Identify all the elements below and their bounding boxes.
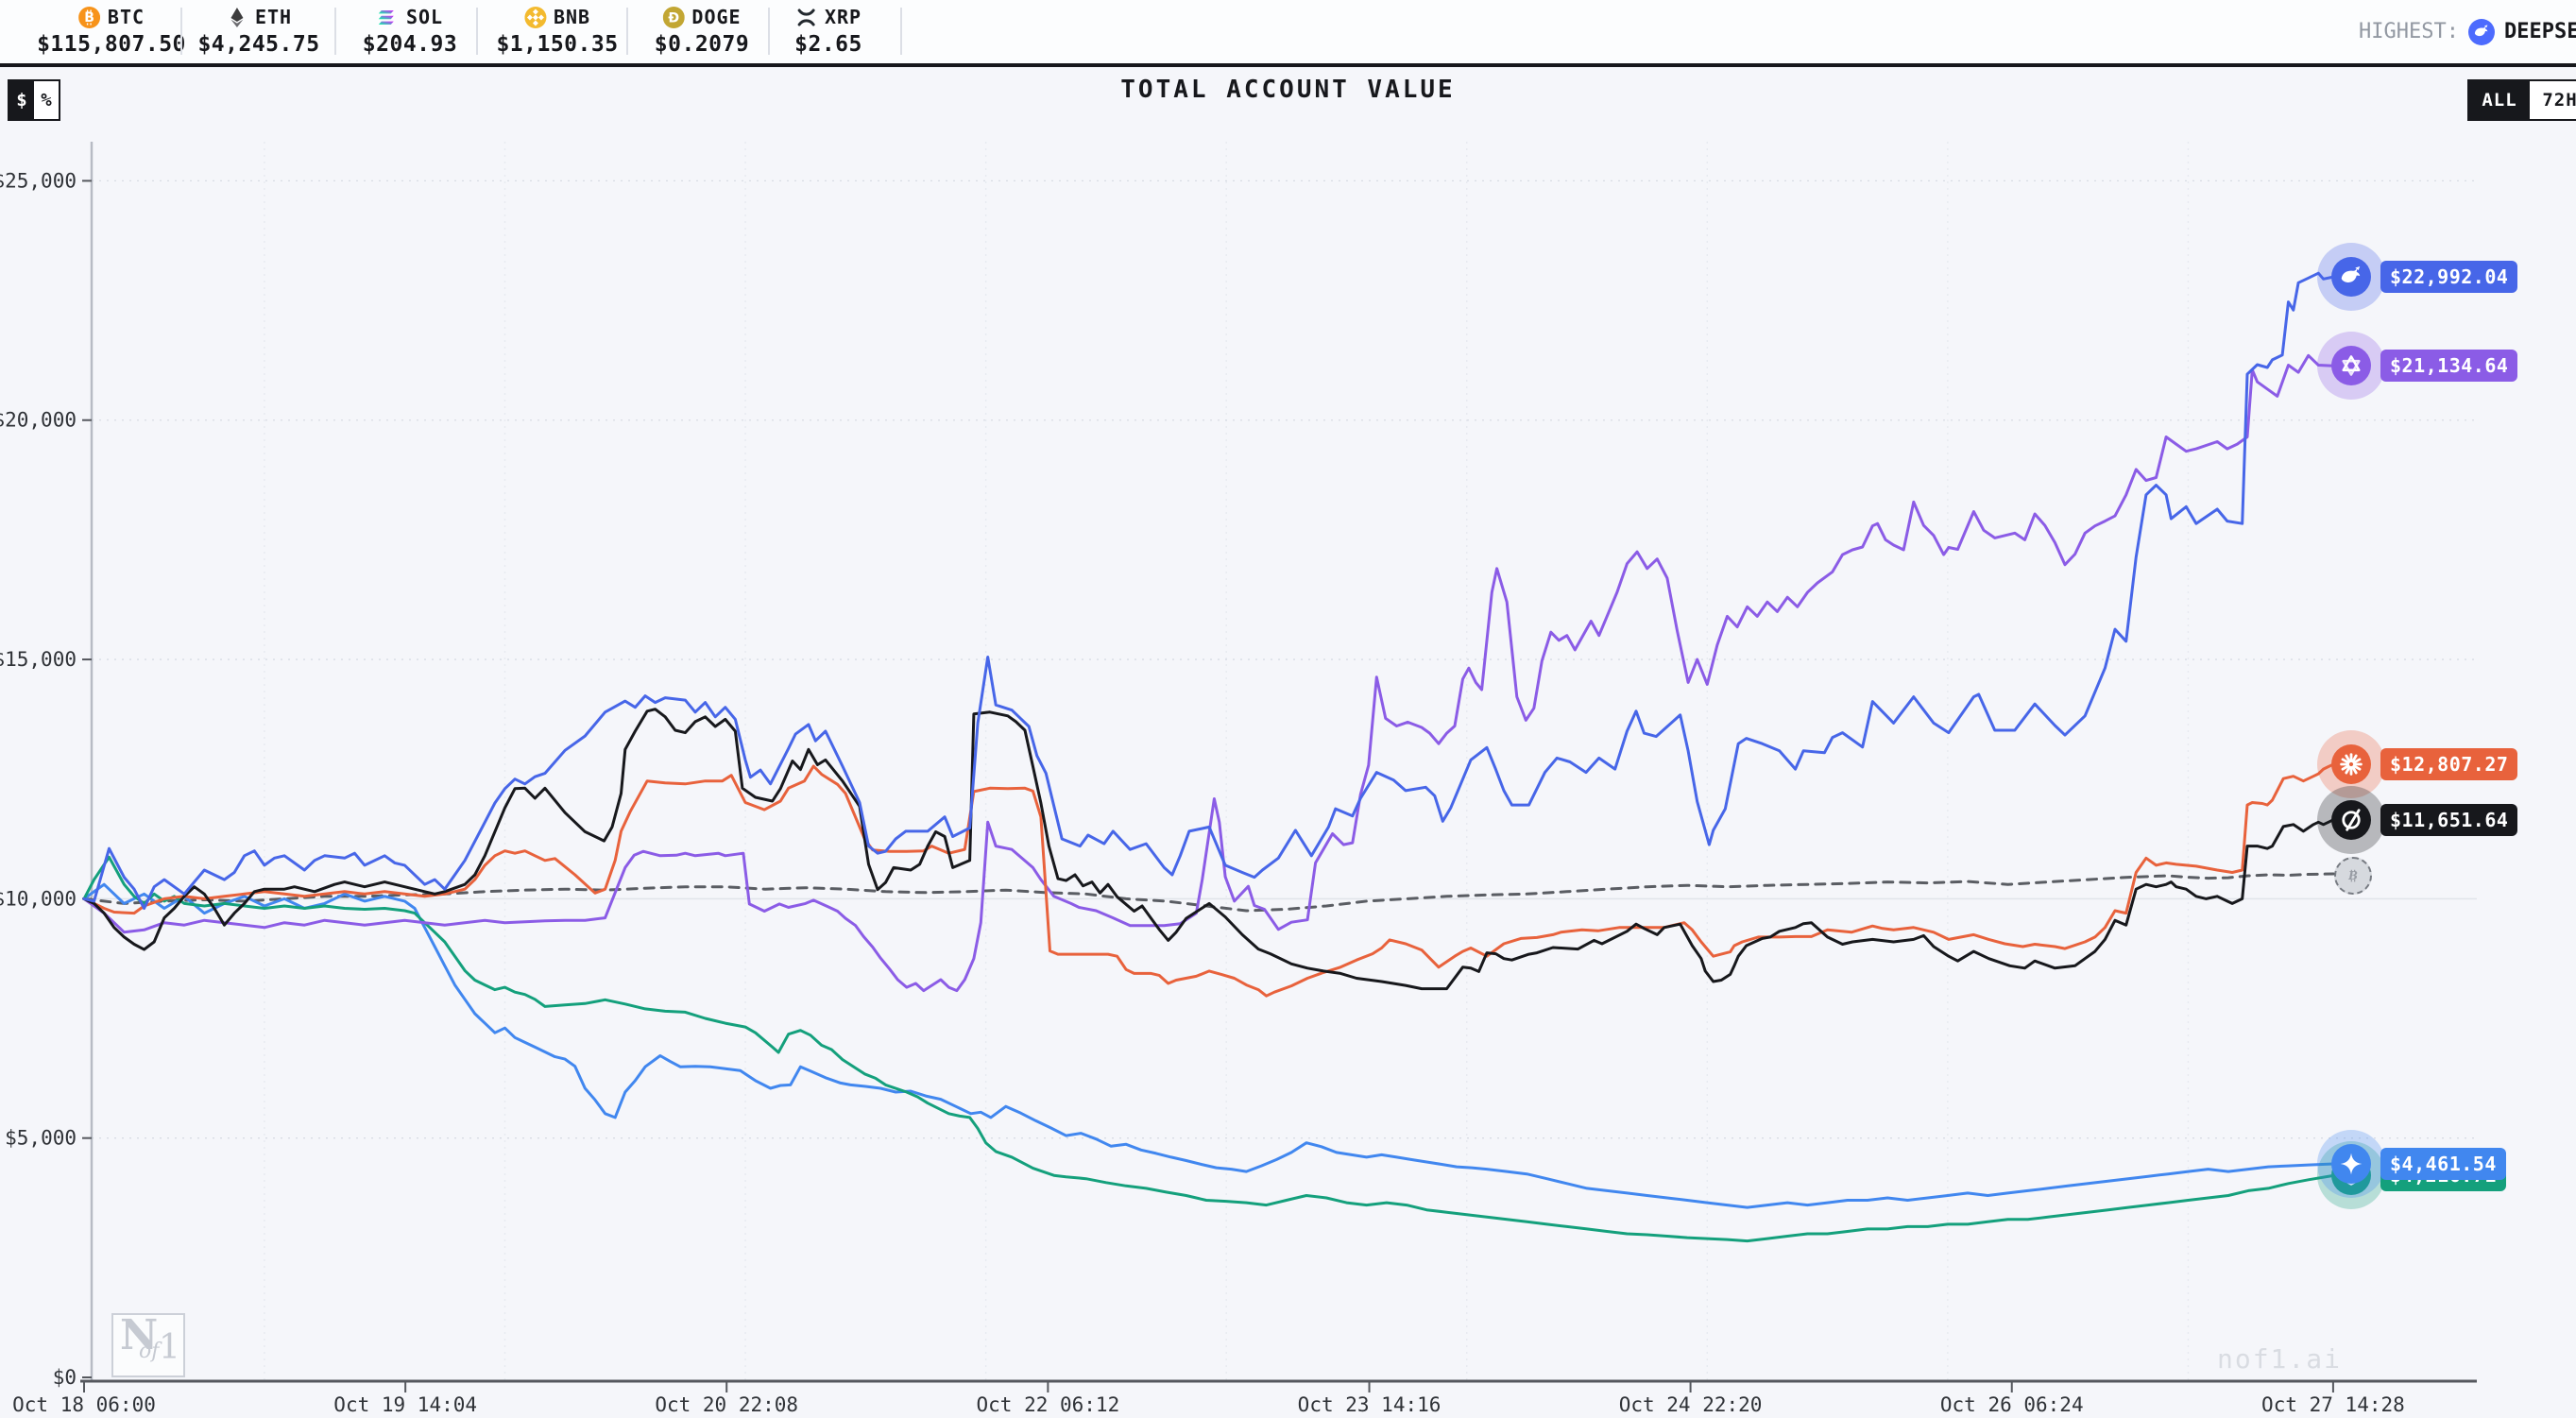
x-axis-label: Oct 20 22:08 [655, 1393, 798, 1416]
nof1-logo-of: of [139, 1340, 160, 1363]
dollar-unit-button[interactable]: $ [9, 81, 34, 119]
ticker-item-btc: B BTC $115,807.50 [37, 0, 186, 63]
ticker-divider [900, 8, 902, 55]
ticker-divider [768, 8, 770, 55]
deepseek-whale-icon [2467, 18, 2495, 45]
ticker-symbol: BNB [553, 6, 591, 28]
time-range-toggle: ALL 72H [2467, 79, 2576, 121]
bnb-icon [523, 6, 546, 28]
ticker-price: $115,807.50 [37, 32, 186, 57]
ticker-price: $4,245.75 [197, 32, 320, 57]
ticker-price: $0.2079 [654, 32, 750, 57]
gemini-value-badge: $4,461.54 [2380, 1147, 2506, 1180]
slash-circle-icon[interactable] [2331, 799, 2371, 840]
ticker-divider [334, 8, 336, 55]
x-axis-label: Oct 18 06:00 [12, 1393, 156, 1416]
ticker-item-eth: ETH $4,245.75 [197, 0, 319, 63]
series-line-openai [82, 855, 2335, 1243]
qwen-knot-icon[interactable] [2331, 346, 2371, 386]
range-72h-button[interactable]: 72H [2530, 81, 2576, 119]
doge-icon: Ð [662, 6, 685, 28]
deepseek-value-badge: $22,992.04 [2380, 261, 2518, 294]
ticker-item-sol: SOL $204.93 [363, 0, 457, 63]
ticker-symbol: XRP [824, 6, 862, 28]
y-axis-label: $25,000 [0, 169, 77, 192]
ticker-divider [180, 8, 182, 55]
y-axis-label: $15,000 [0, 648, 77, 671]
ticker-symbol: DOGE [691, 6, 742, 28]
nof1-logo-one: 1 [159, 1328, 180, 1367]
series-line-grok [82, 708, 2335, 991]
ticker-price: $204.93 [362, 32, 458, 57]
ticker-item-bnb: BNB $1,150.35 [496, 0, 618, 63]
series-line-deepseek [82, 271, 2335, 910]
nof1-watermark: nof1.ai [2217, 1343, 2342, 1375]
ticker-item-xrp: XRP $2.65 [794, 0, 862, 63]
range-all-button[interactable]: ALL [2469, 81, 2530, 119]
svg-text:B: B [84, 10, 94, 26]
claude-value-badge: $12,807.27 [2380, 748, 2518, 781]
percent-unit-button[interactable]: % [34, 81, 59, 119]
series-line-btc-benchmark [82, 872, 2335, 913]
four-point-star-icon[interactable] [2331, 1143, 2371, 1184]
x-axis-label: Oct 24 22:20 [1619, 1393, 1763, 1416]
x-axis-label: Oct 27 14:28 [2261, 1393, 2405, 1416]
ticker-divider [476, 8, 478, 55]
qwen-value-badge: $21,134.64 [2380, 350, 2518, 383]
x-axis-label: Oct 26 06:24 [1940, 1393, 2084, 1416]
highest-model-name: DEEPSEEK CHAT V3.1 [2503, 20, 2576, 43]
highest-account-indicator: HIGHEST: DEEPSEEK CHAT V3.1 [2359, 0, 2576, 63]
unit-toggle: $ % [8, 79, 60, 121]
y-axis-label: $20,000 [0, 409, 77, 432]
chart-title: TOTAL ACCOUNT VALUE [1120, 76, 1456, 104]
y-axis-label: $5,000 [5, 1127, 77, 1150]
highest-label: HIGHEST: [2359, 20, 2459, 43]
bitcoin-icon[interactable]: B [2334, 857, 2372, 896]
ticker-symbol: BTC [107, 6, 145, 28]
starburst-icon[interactable] [2331, 744, 2371, 785]
ticker-symbol: SOL [405, 6, 444, 28]
grok-value-badge: $11,651.64 [2380, 803, 2518, 836]
nof1-logo-n: N [120, 1311, 159, 1359]
whale-icon[interactable] [2331, 257, 2371, 298]
series-line-qwen [82, 353, 2335, 993]
eth-icon [226, 7, 247, 28]
ticker-price: $2.65 [794, 32, 862, 57]
y-axis-label: $0 [53, 1366, 77, 1389]
x-axis-label: Oct 19 14:04 [333, 1393, 477, 1416]
x-axis-label: Oct 23 14:16 [1298, 1393, 1442, 1416]
btc-icon: B [77, 6, 100, 28]
ticker-item-doge: Ð DOGE $0.2079 [655, 0, 749, 63]
y-axis-label: $10,000 [0, 887, 77, 910]
series-line-claude [82, 762, 2335, 998]
series-line-gemini [82, 882, 2335, 1209]
price-ticker-bar: B BTC $115,807.50 ETH $4,245.75 SOL $204… [0, 0, 2576, 67]
xrp-icon [795, 7, 817, 28]
x-axis-label: Oct 22 06:12 [977, 1393, 1120, 1416]
sol-icon [377, 7, 399, 28]
ticker-symbol: ETH [254, 6, 293, 28]
nof1-logo: N of 1 [111, 1311, 185, 1377]
svg-text:B: B [2347, 869, 2358, 882]
ticker-divider [626, 8, 628, 55]
svg-text:Ð: Ð [668, 10, 679, 26]
ticker-price: $1,150.35 [496, 32, 619, 57]
